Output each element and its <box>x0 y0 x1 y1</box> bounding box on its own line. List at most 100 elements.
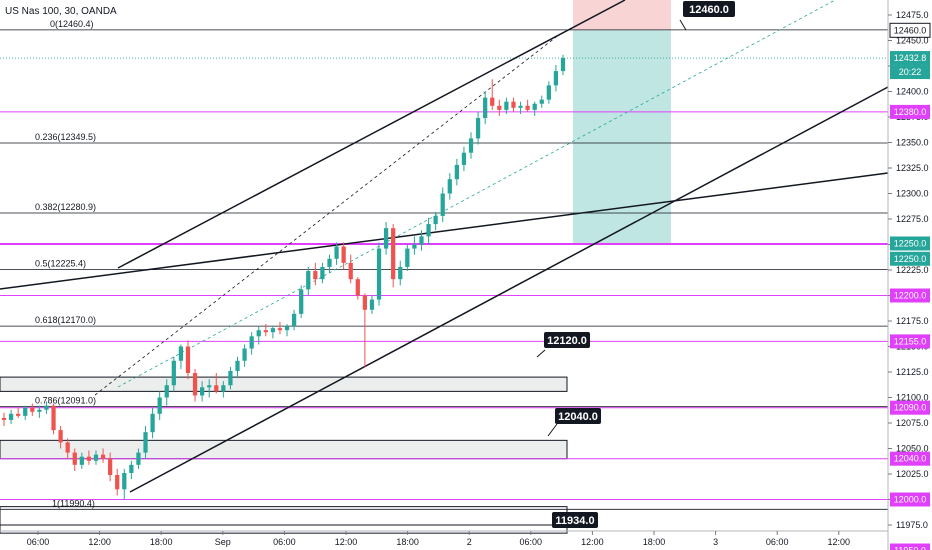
candle-body <box>242 348 247 361</box>
price-tag <box>890 236 930 251</box>
candle-body <box>355 279 360 296</box>
candle-body <box>483 97 488 119</box>
candle-body <box>122 472 127 490</box>
candle-body <box>560 58 566 72</box>
candle <box>426 217 431 245</box>
candle-body <box>270 328 276 333</box>
candle-body <box>299 289 304 314</box>
candle <box>539 95 544 108</box>
fib-label: 0(12460.4) <box>50 19 94 29</box>
candle-body <box>115 475 120 490</box>
candle <box>178 344 184 369</box>
candle <box>207 379 212 398</box>
price-tick-label: 12050.0 <box>896 444 929 454</box>
price-tag <box>890 400 930 415</box>
candle <box>299 285 304 318</box>
candle <box>327 254 332 274</box>
candle <box>412 236 417 255</box>
candle-body <box>263 330 268 333</box>
candle <box>433 211 438 231</box>
candle-body <box>157 397 162 414</box>
candle <box>65 438 70 459</box>
callout[interactable]: 12040.0 <box>547 408 601 437</box>
candle <box>108 452 113 482</box>
trend-line <box>117 0 626 269</box>
callout-pointer <box>536 349 546 358</box>
candle-body <box>86 456 92 461</box>
time-tick-label: 12:00 <box>828 537 851 547</box>
fib-label: 0.618(12170.0) <box>35 315 96 325</box>
candle-body <box>214 385 219 392</box>
candle-body <box>228 370 233 386</box>
candle <box>228 366 233 390</box>
candle <box>546 81 551 104</box>
candle <box>143 426 148 459</box>
price-tick-label: 12175.0 <box>896 316 929 326</box>
candle-body <box>44 405 49 410</box>
price-tag <box>890 451 930 466</box>
candle <box>192 368 198 402</box>
price-tag <box>890 51 930 66</box>
candle <box>235 356 240 378</box>
candle-body <box>277 328 283 331</box>
candle-body <box>51 405 56 431</box>
time-tick-label: 2 <box>467 537 472 547</box>
candle-body <box>553 71 559 86</box>
price-tag-label: 12380.0 <box>894 107 927 117</box>
candle <box>100 448 106 463</box>
callout-pointer <box>679 19 687 31</box>
candle-body <box>518 105 523 108</box>
candle-body <box>192 373 198 396</box>
candle <box>391 224 396 288</box>
callout-box <box>683 1 735 17</box>
price-tag <box>890 492 930 507</box>
candle <box>291 309 297 331</box>
time-tick-label: 18:00 <box>150 537 173 547</box>
candle <box>518 101 523 114</box>
candle-body <box>249 336 254 349</box>
callout-label: 12120.0 <box>547 335 587 347</box>
candle-body <box>65 442 70 453</box>
callout-box <box>552 512 598 528</box>
callout[interactable]: 12460.0 <box>679 1 735 31</box>
target-zone <box>573 30 671 245</box>
candle-body <box>376 248 382 300</box>
candle <box>468 132 474 159</box>
price-tag <box>890 104 930 119</box>
zone-rect <box>0 376 568 392</box>
time-tick-label: 12:00 <box>581 537 604 547</box>
price-tag <box>890 288 930 303</box>
fib-label: 0.5(12225.4) <box>35 259 86 269</box>
candle <box>8 409 14 425</box>
candle <box>277 322 283 335</box>
callout[interactable]: 12120.0 <box>536 332 590 358</box>
zone-rect <box>0 524 568 534</box>
candle-body <box>348 262 353 280</box>
candle <box>525 99 530 112</box>
price-tick-label: 12325.0 <box>896 163 929 173</box>
candle-body <box>546 85 551 100</box>
candle <box>270 326 276 339</box>
candle-body <box>327 258 332 267</box>
candle-body <box>490 97 495 106</box>
price-tag <box>889 22 931 38</box>
callout[interactable]: 11934.0 <box>552 512 598 528</box>
price-tag-label: 12040.0 <box>894 454 927 464</box>
candle <box>79 452 84 469</box>
candle-body <box>440 193 445 216</box>
candle-body <box>207 385 212 388</box>
candle <box>440 187 445 223</box>
candle-body <box>447 179 452 194</box>
candle <box>242 344 247 367</box>
candle <box>30 403 35 416</box>
candle <box>150 407 155 439</box>
candle <box>72 448 77 471</box>
candle <box>51 403 56 435</box>
price-tick-label: 12225.0 <box>896 265 929 275</box>
candle-body <box>37 409 42 412</box>
candle <box>560 54 566 76</box>
candle <box>129 460 134 480</box>
time-tick-label: 18:00 <box>396 537 419 547</box>
callout-label: 11934.0 <box>555 515 594 527</box>
